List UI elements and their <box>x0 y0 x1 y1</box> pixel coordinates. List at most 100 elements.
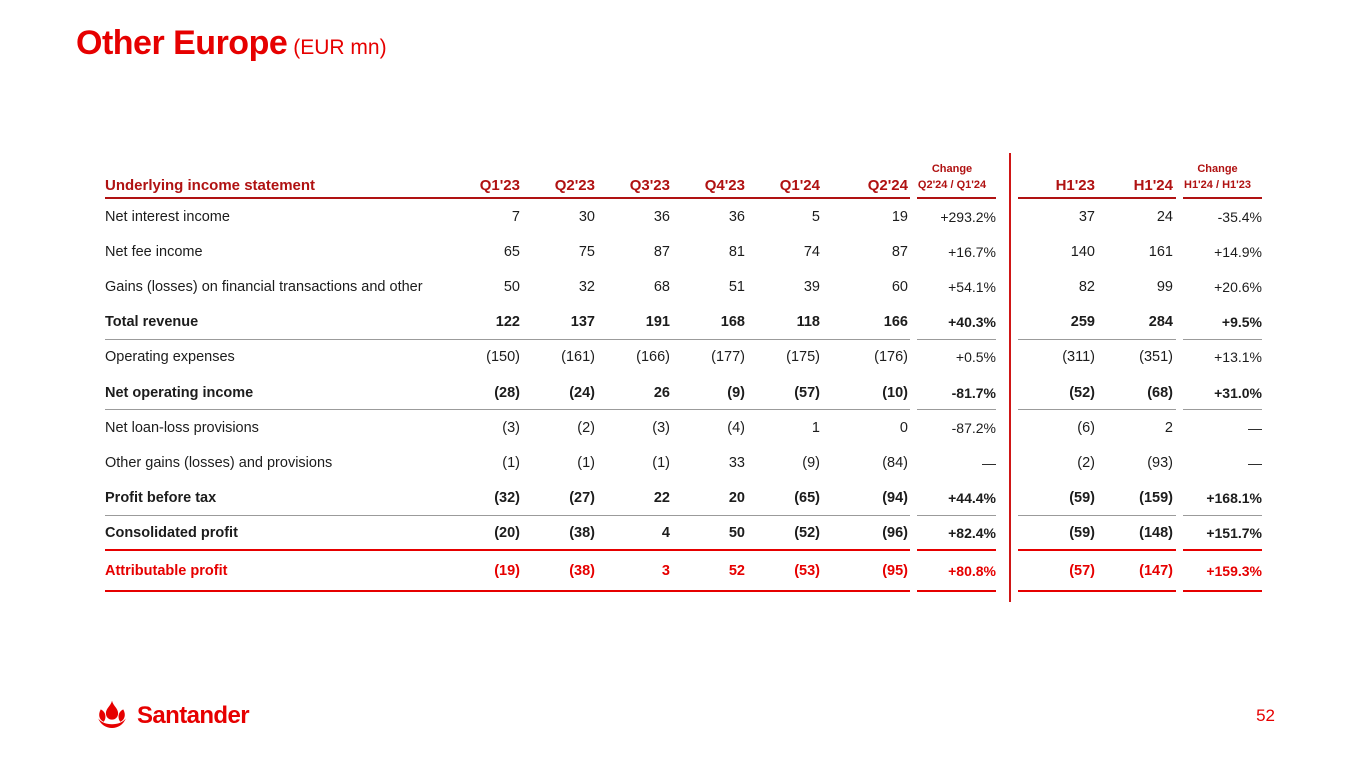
cell-change-quarterly: +293.2% <box>940 208 996 225</box>
column-header-change-quarterly: Change Q2'24 / Q1'24 <box>908 162 996 194</box>
cell-h1-23: 82 <box>1078 278 1095 295</box>
cell-h1-24: (147) <box>1139 563 1173 580</box>
cell-change-half: +9.5% <box>1221 314 1262 331</box>
cell-q1-24: 39 <box>803 278 820 295</box>
cell-q1-24: 5 <box>811 208 820 225</box>
cell-q1-23: (32) <box>494 490 520 507</box>
cell-q2-24: (95) <box>882 563 908 580</box>
table-row: Profit before tax (32) (27) 22 20 (65) (… <box>105 481 1262 516</box>
table-row: Attributable profit (19) (38) 3 52 (53) … <box>105 551 1262 592</box>
change-label: Change <box>1197 163 1238 176</box>
santander-logo: Santander <box>94 700 250 731</box>
row-label: Total revenue <box>105 314 199 331</box>
page-number: 52 <box>1256 706 1275 725</box>
table-header-row: Underlying income statement Q1'23 Q2'23 … <box>105 157 1262 199</box>
cell-h1-24: (159) <box>1139 490 1173 507</box>
cell-q3-23: 191 <box>645 314 670 331</box>
table-row: Operating expenses (150) (161) (166) (17… <box>105 340 1262 375</box>
cell-change-quarterly: -81.7% <box>951 384 996 401</box>
cell-change-quarterly: +82.4% <box>948 525 996 542</box>
cell-q3-23: 3 <box>661 563 670 580</box>
cell-change-quarterly: -87.2% <box>951 419 996 436</box>
cell-q1-24: 74 <box>803 243 820 260</box>
cell-q2-23: (27) <box>569 490 595 507</box>
cell-q3-23: 36 <box>653 208 670 225</box>
cell-q4-23: (9) <box>727 384 745 401</box>
cell-q3-23: 22 <box>653 490 670 507</box>
cell-q2-23: (1) <box>577 454 595 471</box>
cell-q3-23: 26 <box>653 384 670 401</box>
column-header-q3-23: Q3'23 <box>629 177 670 194</box>
flame-icon <box>98 700 126 729</box>
cell-q2-24: (94) <box>882 490 908 507</box>
cell-change-half: +13.1% <box>1214 349 1262 366</box>
cell-q1-23: (1) <box>502 454 520 471</box>
cell-h1-24: 284 <box>1148 314 1173 331</box>
income-statement-table: Underlying income statement Q1'23 Q2'23 … <box>105 153 1262 602</box>
cell-h1-24: (93) <box>1147 454 1173 471</box>
row-label: Net operating income <box>105 384 254 401</box>
table-row: Net fee income 65 75 87 81 74 87 +16.7% … <box>105 234 1262 269</box>
cell-q4-23: 51 <box>728 278 745 295</box>
cell-q2-24: (96) <box>882 525 908 542</box>
column-header-h1-24: H1'24 <box>1133 177 1173 194</box>
cell-change-quarterly: +0.5% <box>955 349 996 366</box>
cell-q1-23: (28) <box>494 384 520 401</box>
cell-q2-23: (2) <box>577 419 595 436</box>
table-body: Net interest income 7 30 36 36 5 19 +293… <box>105 199 1262 592</box>
row-label: Gains (losses) on financial transactions… <box>105 278 423 295</box>
column-header-q2-23: Q2'23 <box>554 177 595 194</box>
page-title: Other Europe (EUR mn) <box>76 24 387 63</box>
cell-q2-23: (38) <box>569 563 595 580</box>
cell-q2-24: (176) <box>874 349 908 366</box>
cell-h1-24: 24 <box>1156 208 1173 225</box>
cell-q1-24: (175) <box>786 349 820 366</box>
row-label: Other gains (losses) and provisions <box>105 454 333 471</box>
cell-q1-23: (20) <box>494 525 520 542</box>
cell-change-quarterly: — <box>982 454 996 471</box>
cell-change-half: +20.6% <box>1214 278 1262 295</box>
cell-q2-24: 60 <box>891 278 908 295</box>
page-title-unit: (EUR mn) <box>293 36 387 59</box>
table-row: Other gains (losses) and provisions (1) … <box>105 445 1262 480</box>
cell-h1-24: 161 <box>1148 243 1173 260</box>
column-header-change-half: Change H1'24 / H1'23 <box>1173 162 1262 194</box>
column-group-divider <box>1009 153 1011 602</box>
cell-change-quarterly: +44.4% <box>948 490 996 507</box>
table-row: Net loan-loss provisions (3) (2) (3) (4)… <box>105 410 1262 445</box>
page-title-main: Other Europe <box>76 24 288 62</box>
cell-q2-24: 166 <box>883 314 908 331</box>
cell-q1-24: (9) <box>802 454 820 471</box>
cell-h1-23: 140 <box>1070 243 1095 260</box>
cell-h1-23: (311) <box>1062 349 1095 366</box>
cell-q4-23: (4) <box>727 419 745 436</box>
cell-q1-24: (65) <box>794 490 820 507</box>
cell-q1-23: (150) <box>486 349 520 366</box>
row-label: Consolidated profit <box>105 525 238 542</box>
cell-q4-23: 168 <box>720 314 745 331</box>
cell-q4-23: 33 <box>728 454 745 471</box>
column-header-q1-23: Q1'23 <box>479 177 520 194</box>
cell-q3-23: 87 <box>653 243 670 260</box>
row-label: Net fee income <box>105 243 203 260</box>
cell-q1-23: 50 <box>503 278 520 295</box>
cell-change-half: +159.3% <box>1206 563 1262 580</box>
cell-q1-24: 118 <box>796 314 820 331</box>
cell-q1-23: 122 <box>495 314 520 331</box>
change-label: Change <box>931 163 973 176</box>
cell-change-half: +14.9% <box>1214 243 1262 260</box>
cell-change-half: — <box>1248 419 1262 436</box>
row-label: Net loan-loss provisions <box>105 419 259 436</box>
cell-q1-23: 7 <box>511 208 520 225</box>
cell-change-half: +31.0% <box>1214 384 1262 401</box>
cell-q4-23: 81 <box>728 243 745 260</box>
cell-q2-24: 0 <box>899 419 908 436</box>
cell-q2-23: (161) <box>561 349 595 366</box>
cell-q3-23: (1) <box>652 454 670 471</box>
cell-h1-23: 259 <box>1070 314 1095 331</box>
cell-change-quarterly: +54.1% <box>948 278 996 295</box>
row-label: Net interest income <box>105 208 230 225</box>
cell-h1-24: 99 <box>1156 278 1173 295</box>
column-header-q2-24: Q2'24 <box>867 177 908 194</box>
cell-q1-24: (57) <box>794 384 820 401</box>
